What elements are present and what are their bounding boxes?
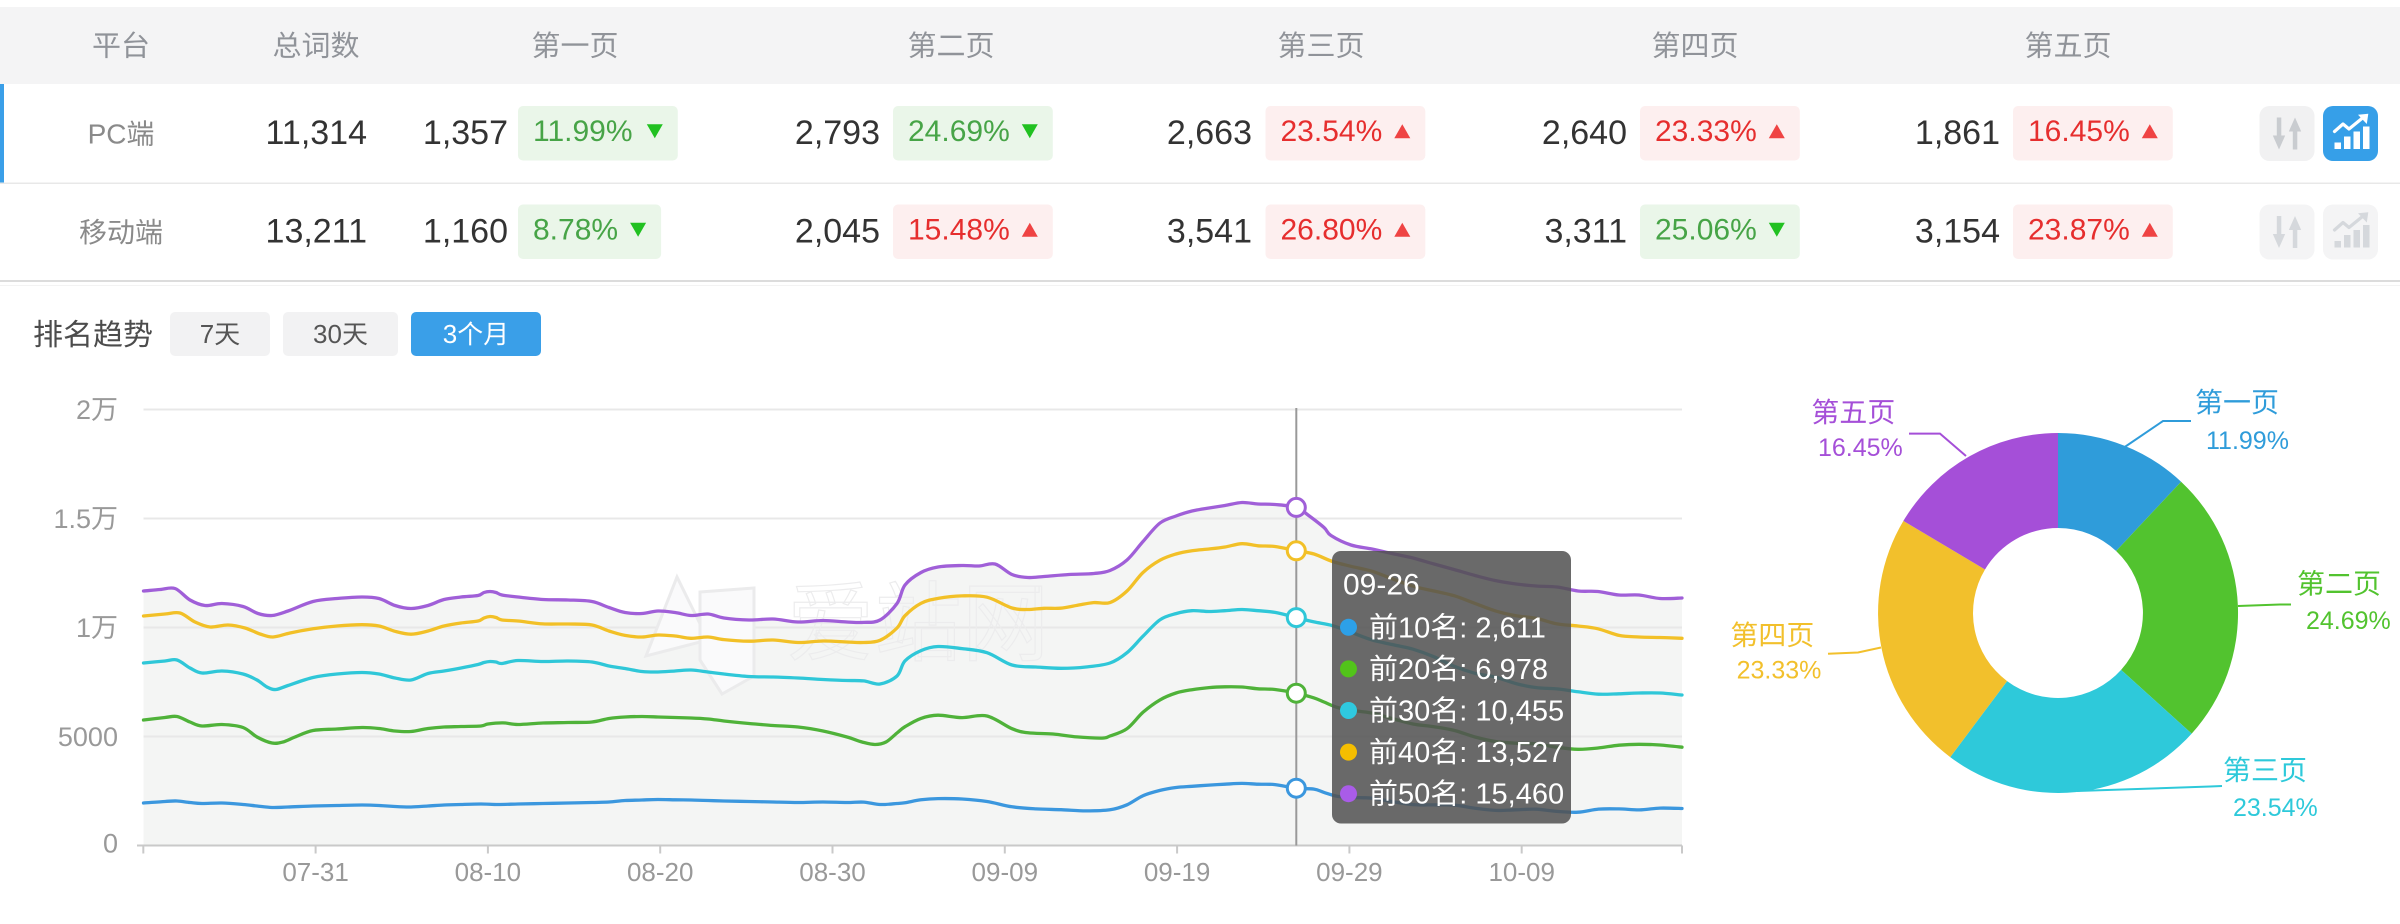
svg-text:50: 50 (1398, 779, 1430, 811)
svg-text:23.54%: 23.54% (2233, 794, 2318, 822)
svg-text:1: 1 (76, 613, 91, 643)
svg-text:11.99%: 11.99% (533, 115, 633, 148)
svg-text:: 13,527: : 13,527 (1459, 737, 1564, 769)
svg-text:: 2,611: : 2,611 (1459, 612, 1546, 644)
svg-text:3,541: 3,541 (1167, 213, 1252, 251)
svg-text:PC: PC (88, 119, 127, 150)
svg-text:40: 40 (1398, 737, 1430, 769)
svg-text:2: 2 (76, 395, 91, 425)
svg-text:2,640: 2,640 (1542, 114, 1627, 152)
svg-text:3,154: 3,154 (1915, 213, 2000, 251)
svg-text:1,861: 1,861 (1915, 114, 2000, 152)
svg-text:09-29: 09-29 (1316, 857, 1383, 887)
svg-text:09-19: 09-19 (1144, 857, 1211, 887)
svg-text:09-09: 09-09 (972, 857, 1039, 887)
svg-text:10: 10 (1398, 612, 1430, 644)
svg-text:13,211: 13,211 (266, 213, 367, 251)
svg-text:2,045: 2,045 (795, 213, 880, 251)
svg-text:20: 20 (1398, 654, 1430, 686)
svg-text:15.48%: 15.48% (908, 214, 1010, 247)
svg-text:10-09: 10-09 (1488, 857, 1555, 887)
svg-text:11,314: 11,314 (266, 114, 367, 152)
svg-text:09-26: 09-26 (1343, 568, 1420, 601)
svg-text:5000: 5000 (58, 722, 118, 752)
svg-text:25.06%: 25.06% (1655, 214, 1757, 247)
svg-text:16.45%: 16.45% (2028, 115, 2130, 148)
svg-text:16.45%: 16.45% (1818, 434, 1903, 462)
svg-text:1,357: 1,357 (423, 114, 508, 152)
svg-text:2,793: 2,793 (795, 114, 880, 152)
svg-text:26.80%: 26.80% (1281, 214, 1383, 247)
svg-text:24.69%: 24.69% (908, 115, 1010, 148)
svg-text:3,311: 3,311 (1544, 213, 1627, 251)
svg-text:8.78%: 8.78% (533, 214, 618, 247)
svg-text:: 6,978: : 6,978 (1459, 654, 1548, 686)
svg-text:30: 30 (1398, 696, 1430, 728)
svg-text:23.33%: 23.33% (1655, 115, 1757, 148)
svg-text:1.5: 1.5 (54, 504, 92, 534)
svg-text:11.99%: 11.99% (2206, 427, 2289, 455)
svg-text:08-30: 08-30 (799, 857, 866, 887)
svg-text:08-20: 08-20 (627, 857, 694, 887)
svg-text:2,663: 2,663 (1167, 114, 1252, 152)
svg-text:: 15,460: : 15,460 (1459, 779, 1564, 811)
svg-text:07-31: 07-31 (282, 857, 349, 887)
svg-text:23.87%: 23.87% (2028, 214, 2130, 247)
svg-text:23.54%: 23.54% (1281, 115, 1383, 148)
svg-text:: 10,455: : 10,455 (1459, 696, 1564, 728)
svg-text:1,160: 1,160 (423, 213, 508, 251)
svg-text:23.33%: 23.33% (1737, 657, 1822, 685)
svg-text:30: 30 (313, 319, 342, 349)
svg-text:08-10: 08-10 (455, 857, 522, 887)
svg-text:3: 3 (443, 319, 457, 349)
svg-text:24.69%: 24.69% (2306, 607, 2391, 635)
svg-text:7: 7 (200, 319, 214, 349)
svg-text:0: 0 (103, 828, 118, 858)
